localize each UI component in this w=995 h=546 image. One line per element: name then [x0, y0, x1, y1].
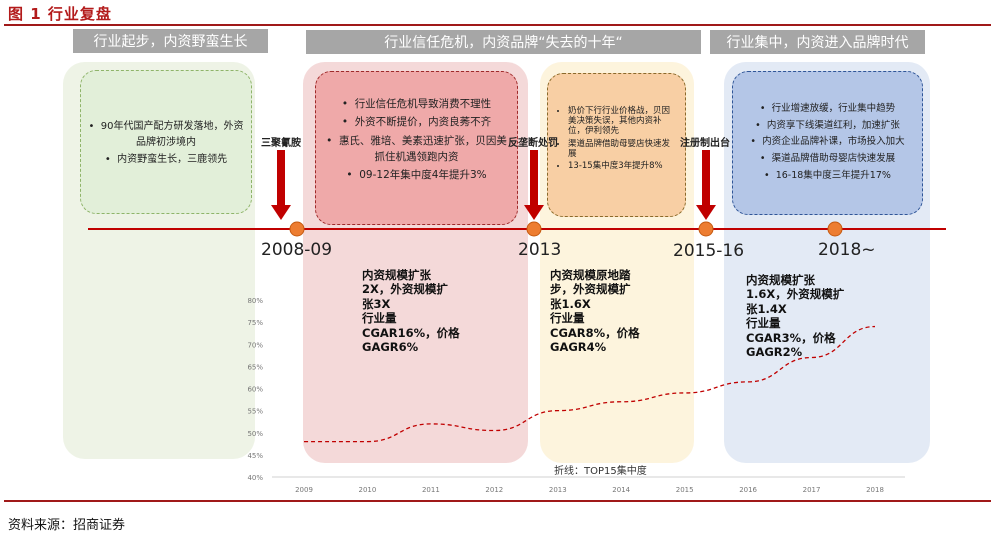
top-rule [4, 24, 991, 26]
note-box-1: • 90年代国产配方研发落地，外资品牌初涉境内 • 内资野蛮生长，三鹿领先 [80, 70, 252, 214]
milestone-dot-3 [698, 221, 714, 237]
event-label-antitrust: 反垄断处罚 [508, 138, 558, 149]
x-tick-label: 2016 [739, 486, 757, 494]
note-1-item-2: • 内资野蛮生长，三鹿领先 [104, 154, 228, 165]
x-tick-labels: 2009 2010 2011 2012 2013 2014 2015 2016 2017 2018 [295, 486, 884, 494]
x-tick-label: 2018 [866, 486, 884, 494]
x-tick-label: 2017 [803, 486, 821, 494]
event-arrow-1 [271, 150, 291, 220]
event-arrow-2 [524, 150, 544, 220]
chart-x-label: 折线：TOP15集中度 [554, 466, 647, 477]
bottom-rule [4, 500, 991, 502]
note-box-4: • 行业增速放缓，行业集中趋势 • 内资享下线渠道红利，加速扩张 • 内资企业品… [732, 71, 923, 215]
milestone-label-2: 2013 [518, 240, 562, 260]
note-3-item-2: 渠道品牌借助母婴店快速发展 [568, 139, 677, 159]
x-tick-label: 2013 [549, 486, 567, 494]
y-tick-label: 50% [247, 430, 263, 438]
event-label-melamine: 三聚氰胺 [261, 138, 301, 149]
event-arrow-3 [696, 150, 716, 220]
note-box-2: • 行业信任危机导致消费不理性 • 外资不断提价，内资良莠不齐 • 惠氏、雅培、… [315, 71, 518, 225]
x-tick-label: 2009 [295, 486, 313, 494]
note-4-item-1: • 行业增速放缓，行业集中趋势 [759, 103, 896, 114]
milestone-label-1: 2008-09 [261, 240, 333, 260]
y-tick-label: 60% [247, 386, 263, 394]
y-tick-label: 65% [247, 363, 263, 371]
milestone-label-4: 2018~ [818, 240, 876, 260]
event-label-registration: 注册制出台 [680, 138, 730, 149]
y-tick-label: 70% [247, 341, 263, 349]
x-tick-label: 2010 [359, 486, 377, 494]
note-3-item-1: 奶价下行行业价格战，贝因美决策失误，其他内资补位，伊利领先 [568, 106, 677, 137]
milestone-dot-1 [289, 221, 305, 237]
figure-title: 图 1 行业复盘 [8, 5, 112, 23]
milestone-dot-2 [526, 221, 542, 237]
note-1-item-1: • 90年代国产配方研发落地，外资品牌初涉境内 [88, 121, 244, 148]
note-3-item-3: 13-15集中度3年提升8% [568, 161, 677, 171]
note-2-item-1: • 行业信任危机导致消费不理性 [341, 98, 492, 110]
y-tick-label: 45% [247, 452, 263, 460]
note-4-item-4: • 渠道品牌借助母婴店快速发展 [759, 153, 896, 165]
x-tick-label: 2011 [422, 486, 440, 494]
series-line-top15 [304, 325, 876, 443]
note-4-item-5: • 16-18集中度三年提升17% [764, 169, 891, 181]
x-tick-label: 2012 [485, 486, 503, 494]
stat-block-2: 内资规模原地踏 步，外资规模扩 张1.6X 行业量 CGAR8%，价格 GAGR… [550, 268, 640, 354]
y-tick-labels: 40% 45% 50% 55% 60% 65% 70% 75% 80% [247, 297, 263, 482]
milestone-label-3: 2015-16 [673, 241, 745, 261]
stat-block-1: 内资规模扩张 2X，外资规模扩 张3X 行业量 CGAR16%，价格 GAGR6… [362, 268, 460, 354]
source-note: 资料来源：招商证券 [8, 518, 126, 533]
note-2-item-3: • 惠氏、雅培、美素迅速扩张，贝因美抓住机遇领跑内资 [326, 134, 507, 163]
note-2-item-2: • 外资不断提价，内资良莠不齐 [341, 116, 492, 129]
stat-block-3: 内资规模扩张 1.6X，外资规模扩 张1.4X 行业量 CGAR3%，价格 GA… [746, 273, 845, 359]
note-4-item-3: • 内资企业品牌补课，市场投入加大 [750, 136, 905, 148]
y-tick-label: 40% [247, 474, 263, 482]
milestone-dot-4 [827, 221, 843, 237]
era-bar-3: 行业集中，内资进入品牌时代 [710, 30, 925, 54]
x-tick-label: 2015 [676, 486, 694, 494]
x-tick-label: 2014 [612, 486, 630, 494]
era-bar-2: 行业信任危机，内资品牌“失去的十年“ [306, 30, 701, 54]
y-tick-label: 80% [247, 297, 263, 305]
note-box-3: 奶价下行行业价格战，贝因美决策失误，其他内资补位，伊利领先 渠道品牌借助母婴店快… [547, 73, 686, 217]
note-2-item-4: • 09-12年集中度4年提升3% [346, 169, 487, 182]
y-tick-label: 75% [247, 319, 263, 327]
y-tick-label: 55% [247, 408, 263, 416]
era-bar-1: 行业起步，内资野蛮生长 [73, 29, 268, 53]
note-4-item-2: • 内资享下线渠道红利，加速扩张 [755, 119, 900, 131]
